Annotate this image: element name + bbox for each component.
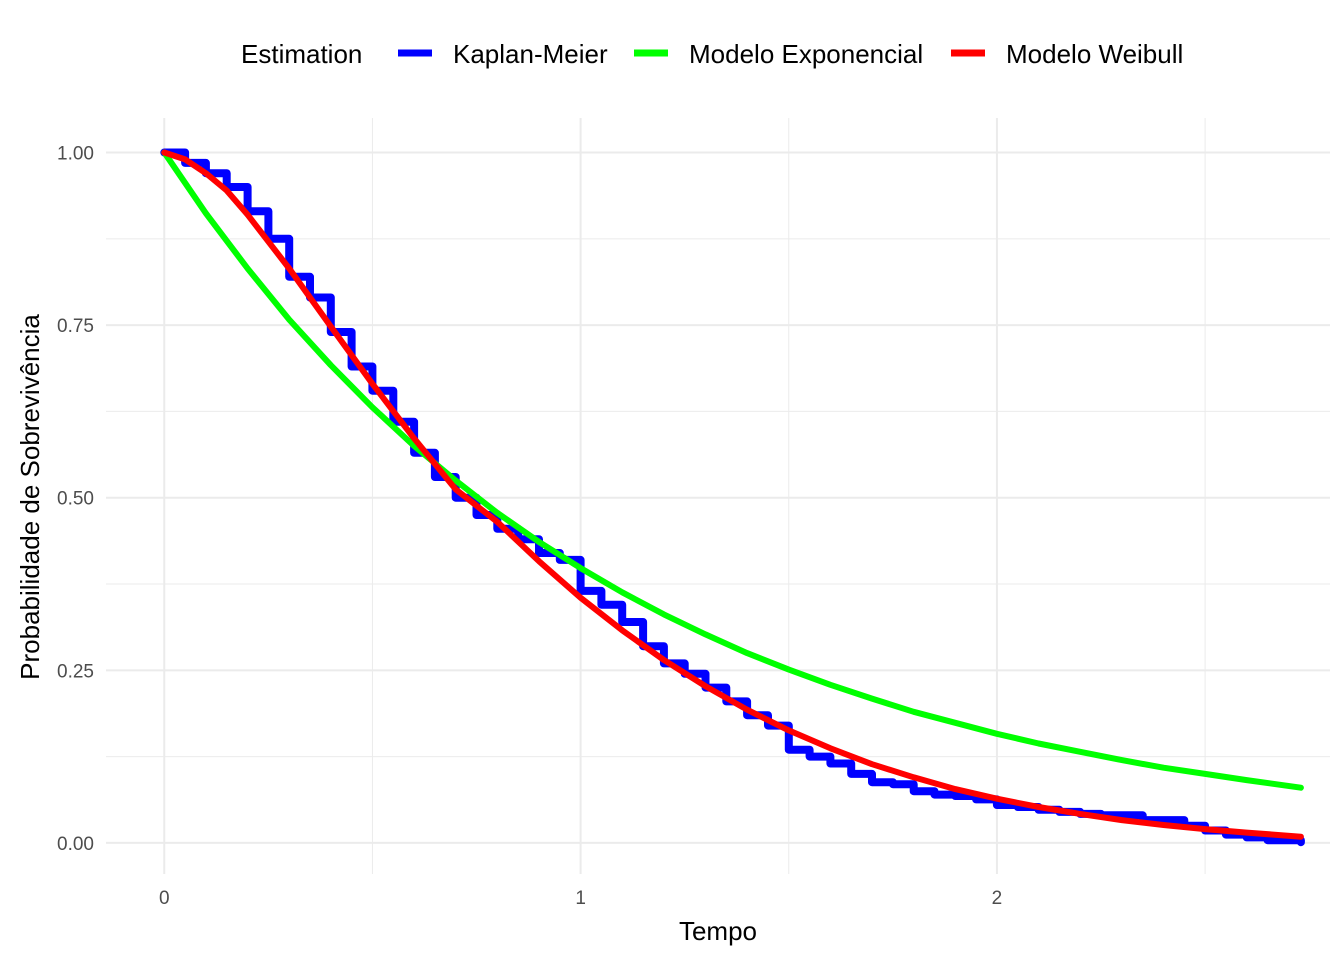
legend: Estimation Kaplan-Meier Modelo Exponencia… (241, 39, 1183, 69)
series-line-modelo-weibull (161, 149, 1304, 840)
y-tick-label: 0.25 (57, 661, 94, 682)
plot-grid (106, 118, 1330, 874)
x-axis-title: Tempo (679, 916, 757, 946)
y-tick-label: 1.00 (57, 144, 94, 165)
y-axis-title: Probabilidade de Sobrevivência (15, 314, 45, 680)
x-tick-label: 1 (575, 888, 586, 909)
legend-title: Estimation (241, 39, 362, 69)
y-tick-label: 0.50 (57, 489, 94, 510)
y-tick-label: 0.75 (57, 316, 94, 337)
series-layer (160, 148, 1305, 847)
y-tick-label: 0.00 (57, 834, 94, 855)
axis-ticks: 0 1 2 0.00 0.25 0.50 0.75 1.00 (57, 144, 1002, 909)
x-tick-label: 0 (159, 888, 170, 909)
legend-label-kaplan-meier: Kaplan-Meier (453, 39, 608, 69)
x-tick-label: 2 (992, 888, 1003, 909)
series-line-modelo-exponencial (161, 149, 1304, 791)
legend-items: Kaplan-Meier Modelo Exponencial Modelo Wei… (398, 39, 1183, 69)
legend-label-modelo-exponencial: Modelo Exponencial (689, 39, 923, 69)
legend-label-modelo-weibull: Modelo Weibull (1006, 39, 1183, 69)
